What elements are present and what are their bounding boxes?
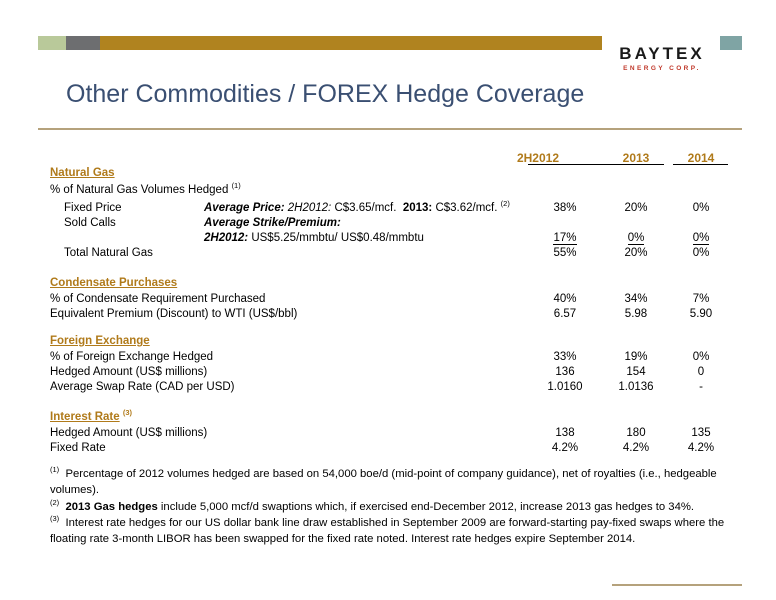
interest-row-2-label: Fixed Rate bbox=[50, 442, 106, 454]
forex-row-1-2h2012: 33% bbox=[553, 351, 577, 363]
section-condensate: Condensate Purchases bbox=[50, 277, 178, 289]
footnote-1: (1) Percentage of 2012 volumes hedged ar… bbox=[50, 465, 717, 496]
footnote-3: (3) Interest rate hedges for our US doll… bbox=[50, 514, 725, 545]
sold-calls-strike-value: 2H2012: US$5.25/mmbtu/ US$0.48/mmbtu bbox=[204, 232, 424, 244]
condensate-row-1-2014: 7% bbox=[692, 293, 710, 305]
col-header-underline-1 bbox=[528, 164, 614, 165]
condensate-row-2-2013: 5.98 bbox=[624, 308, 648, 320]
interest-row-1-2013: 180 bbox=[626, 427, 646, 439]
sold-calls-strike-label: Average Strike/Premium: bbox=[204, 217, 341, 229]
header-band-brown bbox=[100, 36, 602, 50]
bottom-rule bbox=[612, 584, 742, 586]
interest-row-1-label: Hedged Amount (US$ millions) bbox=[50, 427, 208, 439]
title-rule bbox=[38, 128, 742, 130]
forex-row-3-2h2012: 1.0160 bbox=[547, 381, 583, 393]
interest-row-2-2013: 4.2% bbox=[622, 442, 650, 454]
col-header-2014: 2014 bbox=[687, 151, 715, 165]
sold-calls-2h2012: 17% bbox=[553, 232, 577, 245]
sold-calls-2014: 0% bbox=[692, 232, 710, 245]
forex-row-3-2013: 1.0136 bbox=[618, 381, 654, 393]
forex-row-2-2h2012: 136 bbox=[555, 366, 575, 378]
sold-calls-label: Sold Calls bbox=[64, 217, 116, 229]
logo-main-text: BAYTEX bbox=[619, 44, 705, 63]
forex-row-3-2014: - bbox=[699, 381, 703, 393]
logo-sub-text: ENERGY CORP. bbox=[623, 65, 701, 72]
section-natural-gas: Natural Gas bbox=[50, 167, 115, 179]
condensate-row-2-2014: 5.90 bbox=[689, 308, 713, 320]
fixed-price-average: Average Price: 2H2012: C$3.65/mcf. 2013:… bbox=[204, 199, 510, 214]
sold-calls-2013: 0% bbox=[627, 232, 645, 245]
header-band-gray bbox=[66, 36, 100, 50]
forex-row-1-2014: 0% bbox=[692, 351, 710, 363]
forex-row-2-2014: 0 bbox=[697, 366, 705, 378]
fixed-price-2013: 20% bbox=[624, 202, 648, 214]
interest-row-2-2014: 4.2% bbox=[687, 442, 715, 454]
section-interest-rate: Interest Rate (3) bbox=[50, 408, 133, 423]
interest-row-1-2014: 135 bbox=[691, 427, 711, 439]
interest-row-2-2h2012: 4.2% bbox=[551, 442, 579, 454]
total-natgas-2h2012: 55% bbox=[553, 247, 577, 259]
total-natgas-2013: 20% bbox=[624, 247, 648, 259]
condensate-row-1-2h2012: 40% bbox=[553, 293, 577, 305]
forex-row-1-label: % of Foreign Exchange Hedged bbox=[50, 351, 214, 363]
footnote-2: (2) 2013 Gas hedges include 5,000 mcf/d … bbox=[50, 498, 695, 513]
forex-row-1-2013: 19% bbox=[624, 351, 648, 363]
section-foreign-exchange: Foreign Exchange bbox=[50, 335, 150, 347]
interest-row-1-2h2012: 138 bbox=[555, 427, 575, 439]
forex-row-2-label: Hedged Amount (US$ millions) bbox=[50, 366, 208, 378]
condensate-row-2-2h2012: 6.57 bbox=[553, 308, 577, 320]
page-title: Other Commodities / FOREX Hedge Coverage bbox=[66, 80, 585, 108]
col-header-2013: 2013 bbox=[622, 151, 650, 165]
fixed-price-2014: 0% bbox=[692, 202, 710, 214]
natgas-pct-label: % of Natural Gas Volumes Hedged (1) bbox=[50, 181, 241, 196]
col-header-underline-3 bbox=[673, 164, 728, 165]
forex-row-2-2013: 154 bbox=[626, 366, 646, 378]
fixed-price-label: Fixed Price bbox=[64, 202, 122, 214]
condensate-row-1-2013: 34% bbox=[624, 293, 648, 305]
col-header-underline-2 bbox=[614, 164, 664, 165]
header-band-green bbox=[38, 36, 66, 50]
baytex-logo: BAYTEX ENERGY CORP. bbox=[612, 45, 712, 73]
total-natgas-2014: 0% bbox=[692, 247, 710, 259]
condensate-row-1-label: % of Condensate Requirement Purchased bbox=[50, 293, 266, 305]
fixed-price-2h2012: 38% bbox=[553, 202, 577, 214]
condensate-row-2-label: Equivalent Premium (Discount) to WTI (US… bbox=[50, 308, 298, 320]
total-natgas-label: Total Natural Gas bbox=[64, 247, 153, 259]
col-header-2h2012: 2H2012 bbox=[516, 151, 560, 165]
header-band-teal bbox=[720, 36, 742, 50]
forex-row-3-label: Average Swap Rate (CAD per USD) bbox=[50, 381, 235, 393]
